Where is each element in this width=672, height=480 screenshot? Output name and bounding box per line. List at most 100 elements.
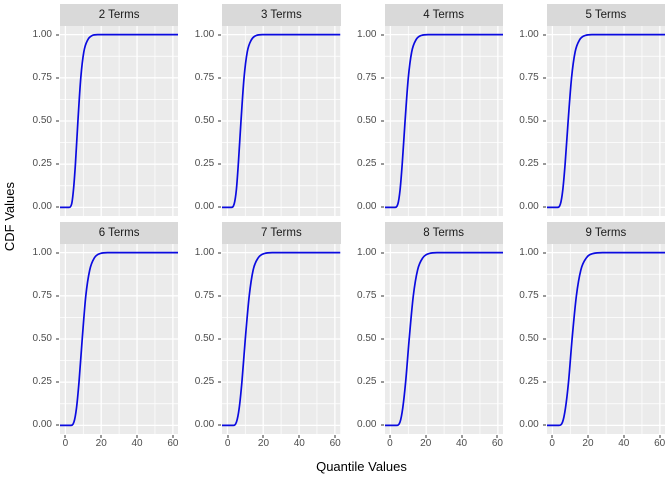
y-tick-mark [380,34,384,36]
facet-panel [60,26,179,216]
facet-6-terms: 6 Terms 1.00 0.75 0.50 0.25 0.00 0 20 40 60 [16,222,179,449]
y-tick-label: 0.50 [357,115,377,126]
y-tick-label: 0.50 [519,115,539,126]
x-tick-mark [551,435,553,438]
facet-3-terms: 3 Terms 1.00 0.75 0.50 0.25 0.00 [178,4,341,216]
x-tick-mark [623,435,625,438]
x-axis: 0 20 40 60 [60,434,178,451]
facet-panel [384,26,503,216]
y-tick-label: 0.00 [519,201,539,213]
y-tick-label: 1.00 [32,246,52,258]
y-tick-label: 0.25 [519,376,539,388]
y-tick-mark [56,338,59,340]
y-tick-label: 0.50 [519,333,539,344]
x-axis: 0 20 40 60 [547,434,665,451]
y-tick-label: 0.00 [357,419,377,431]
facet-panel [546,244,665,434]
y-tick-mark [218,206,222,208]
y-tick-label: 0.75 [194,71,215,83]
panel-plot [60,244,179,434]
y-tick-mark [218,252,222,254]
x-tick-label: 40 [455,438,468,449]
x-tick-label: 60 [654,438,666,449]
panel-plot [222,244,341,434]
y-tick-mark [218,381,222,383]
y-tick-label: 1.00 [194,246,215,258]
y-axis: 1.00 0.75 0.50 0.25 0.00 [341,26,385,216]
x-tick-mark [262,435,264,438]
x-axis-title: Quantile Values [316,459,407,474]
y-tick-label: 0.00 [194,201,215,213]
y-tick-label: 0.25 [32,158,52,170]
facet-strip-label: 6 Terms [60,222,179,244]
y-tick-mark [218,424,222,426]
facet-strip-label: 8 Terms [384,222,503,244]
facet-grid: 2 Terms 1.00 0.75 0.50 0.25 0.00 3 Terms 1.00 0.… [16,4,665,449]
y-tick-label: 1.00 [357,246,377,258]
y-tick-mark [542,338,546,340]
y-tick-label: 0.25 [519,158,539,170]
x-tick-mark [334,435,336,438]
y-tick-mark [218,77,222,79]
y-tick-label: 0.50 [194,333,215,344]
y-tick-mark [542,295,546,297]
cdf-curve [547,35,665,208]
facet-8-terms: 8 Terms 1.00 0.75 0.50 0.25 0.00 0 20 40 60 [341,222,503,449]
facet-9-terms: 9 Terms 1.00 0.75 0.50 0.25 0.00 0 20 40 60 [503,222,665,449]
y-tick-label: 0.25 [357,376,377,388]
y-tick-mark [542,120,546,122]
x-tick-label: 0 [549,438,555,449]
facet-strip-label: 9 Terms [546,222,665,244]
y-tick-mark [542,252,546,254]
y-tick-mark [218,295,222,297]
x-tick-mark [389,435,391,438]
y-tick-mark [56,424,59,426]
x-tick-label: 20 [257,438,270,449]
y-tick-label: 0.75 [357,289,377,301]
x-tick-mark [227,435,229,438]
y-tick-mark [56,295,59,297]
facet-panel [546,26,665,216]
y-axis: 1.00 0.75 0.50 0.25 0.00 [178,244,222,434]
y-tick-label: 0.25 [32,376,52,388]
x-tick-label: 60 [329,438,341,449]
x-tick-mark [64,435,66,438]
y-tick-mark [218,34,222,36]
y-tick-mark [218,338,222,340]
facet-panel [384,244,503,434]
y-tick-mark [56,34,59,36]
facet-2-terms: 2 Terms 1.00 0.75 0.50 0.25 0.00 [16,4,179,216]
y-tick-mark [218,120,222,122]
y-tick-mark [542,424,546,426]
y-axis: 1.00 0.75 0.50 0.25 0.00 [16,26,60,216]
y-tick-label: 0.75 [32,289,52,301]
y-tick-mark [380,77,384,79]
x-tick-label: 40 [618,438,630,449]
facet-panel [222,244,341,434]
y-tick-mark [542,77,546,79]
panel-plot [546,26,665,216]
x-tick-label: 60 [167,438,179,449]
y-tick-label: 1.00 [32,28,52,40]
x-tick-mark [659,435,661,438]
x-axis: 0 20 40 60 [222,434,341,451]
x-tick-label: 20 [420,438,432,449]
y-tick-mark [56,163,59,165]
y-tick-label: 0.50 [194,115,215,126]
y-tick-mark [56,77,59,79]
x-axis: 0 20 40 60 [385,434,503,451]
facet-7-terms: 7 Terms 1.00 0.75 0.50 0.25 0.00 0 20 40 60 [178,222,341,449]
y-tick-mark [380,424,384,426]
facet-strip-label: 5 Terms [546,4,665,26]
y-tick-label: 0.25 [194,158,215,170]
facet-panel [222,26,341,216]
y-tick-label: 0.00 [357,201,377,213]
panel-plot [60,26,179,216]
y-tick-label: 0.25 [357,158,377,170]
y-tick-label: 0.75 [519,289,539,301]
y-tick-label: 0.50 [32,333,52,344]
y-tick-mark [542,206,546,208]
y-tick-mark [56,252,59,254]
y-tick-mark [218,163,222,165]
y-tick-mark [380,206,384,208]
